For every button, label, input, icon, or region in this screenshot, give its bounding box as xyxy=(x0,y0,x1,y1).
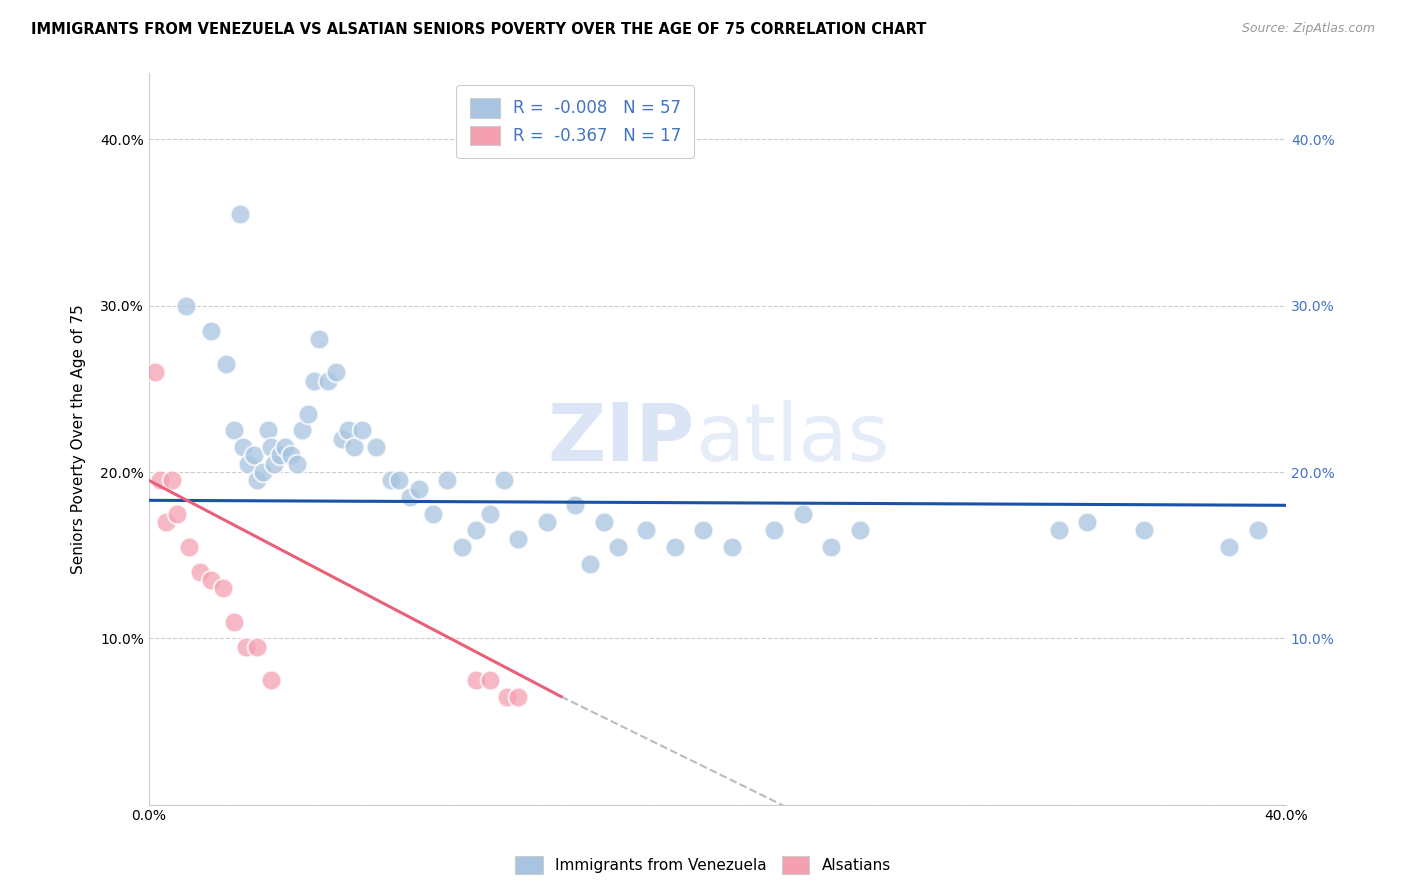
Point xyxy=(269,449,291,463)
Point xyxy=(592,515,614,529)
Point xyxy=(166,507,188,521)
Point xyxy=(285,457,308,471)
Point xyxy=(330,432,353,446)
Legend: R =  -0.008   N = 57, R =  -0.367   N = 17: R = -0.008 N = 57, R = -0.367 N = 17 xyxy=(456,85,695,159)
Point xyxy=(388,474,411,488)
Point xyxy=(366,440,388,454)
Point xyxy=(308,332,330,346)
Point xyxy=(508,690,530,704)
Point xyxy=(291,424,314,438)
Text: atlas: atlas xyxy=(695,400,889,478)
Point xyxy=(607,540,630,554)
Point xyxy=(664,540,686,554)
Point xyxy=(224,424,246,438)
Point xyxy=(1218,540,1240,554)
Point xyxy=(200,573,222,587)
Point xyxy=(246,474,269,488)
Point xyxy=(238,457,260,471)
Point xyxy=(160,474,183,488)
Point xyxy=(479,673,502,687)
Point xyxy=(263,457,285,471)
Point xyxy=(352,424,374,438)
Point xyxy=(155,515,177,529)
Point xyxy=(243,449,266,463)
Point xyxy=(636,523,658,537)
Y-axis label: Seniors Poverty Over the Age of 75: Seniors Poverty Over the Age of 75 xyxy=(72,304,86,574)
Point xyxy=(302,374,325,388)
Point xyxy=(252,465,274,479)
Point xyxy=(848,523,870,537)
Text: Source: ZipAtlas.com: Source: ZipAtlas.com xyxy=(1241,22,1375,36)
Point xyxy=(508,532,530,546)
Point xyxy=(224,615,246,629)
Point xyxy=(149,474,172,488)
Point xyxy=(316,374,339,388)
Point xyxy=(820,540,842,554)
Point xyxy=(564,498,586,512)
Point xyxy=(211,582,233,596)
Point xyxy=(200,324,222,338)
Point xyxy=(720,540,742,554)
Point xyxy=(143,365,166,379)
Point xyxy=(188,565,211,579)
Point xyxy=(229,207,252,221)
Point xyxy=(422,507,444,521)
Point xyxy=(325,365,347,379)
Point xyxy=(274,440,297,454)
Point xyxy=(336,424,359,438)
Point xyxy=(464,673,486,687)
Point xyxy=(260,673,283,687)
Point xyxy=(494,474,516,488)
Point xyxy=(792,507,814,521)
Point xyxy=(1076,515,1098,529)
Point xyxy=(496,690,519,704)
Point xyxy=(235,640,257,654)
Point xyxy=(174,299,197,313)
Point xyxy=(257,424,280,438)
Point xyxy=(380,474,402,488)
Point xyxy=(578,557,600,571)
Point xyxy=(692,523,714,537)
Point xyxy=(436,474,458,488)
Point xyxy=(246,640,269,654)
Point xyxy=(408,482,430,496)
Point xyxy=(399,490,422,504)
Legend: Immigrants from Venezuela, Alsatians: Immigrants from Venezuela, Alsatians xyxy=(509,850,897,880)
Point xyxy=(479,507,502,521)
Point xyxy=(450,540,472,554)
Point xyxy=(177,540,200,554)
Text: ZIP: ZIP xyxy=(547,400,695,478)
Point xyxy=(280,449,302,463)
Point xyxy=(214,357,236,371)
Point xyxy=(1133,523,1156,537)
Point xyxy=(342,440,364,454)
Text: IMMIGRANTS FROM VENEZUELA VS ALSATIAN SENIORS POVERTY OVER THE AGE OF 75 CORRELA: IMMIGRANTS FROM VENEZUELA VS ALSATIAN SE… xyxy=(31,22,927,37)
Point xyxy=(297,407,319,421)
Point xyxy=(464,523,486,537)
Point xyxy=(232,440,254,454)
Point xyxy=(536,515,558,529)
Point xyxy=(1047,523,1070,537)
Point xyxy=(1246,523,1268,537)
Point xyxy=(260,440,283,454)
Point xyxy=(763,523,786,537)
